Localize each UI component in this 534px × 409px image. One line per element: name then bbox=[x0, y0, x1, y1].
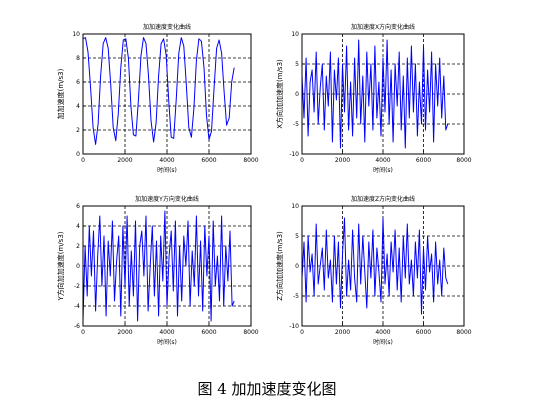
y-axis-label: 加加速度(m/s3) bbox=[56, 68, 65, 119]
series-line bbox=[82, 210, 235, 322]
x-tick-label: 6000 bbox=[201, 157, 216, 164]
x-tick-label: 2000 bbox=[117, 329, 132, 336]
y-tick-label: 5 bbox=[295, 233, 299, 240]
x-tick-label: 4000 bbox=[159, 157, 174, 164]
x-axis-label: 时间(s) bbox=[157, 338, 177, 346]
y-tick-label: -6 bbox=[74, 323, 80, 330]
y-tick-label: -5 bbox=[293, 293, 299, 300]
y-tick-label: 5 bbox=[295, 61, 299, 68]
chart-title: 加加速度X方向变化曲线 bbox=[351, 23, 415, 31]
series-line bbox=[301, 39, 449, 149]
x-axis-label: 时间(s) bbox=[373, 338, 393, 346]
y-tick-label: 4 bbox=[76, 103, 80, 110]
x-tick-label: 4000 bbox=[375, 329, 390, 336]
y-tick-label: 10 bbox=[72, 31, 80, 38]
chart-2: 0 2000 4000 6000 8000 -10 -5 0 5 10 加加速度X方向变化曲线时间(… bbox=[275, 23, 472, 174]
y-tick-label: 10 bbox=[291, 31, 299, 38]
y-tick-label: 2 bbox=[76, 243, 80, 250]
y-tick-label: 0 bbox=[76, 151, 80, 158]
y-tick-label: 6 bbox=[76, 203, 80, 210]
x-axis-label: 时间(s) bbox=[373, 166, 393, 174]
series-line bbox=[301, 217, 449, 315]
y-tick-label: -2 bbox=[74, 283, 80, 290]
x-tick-label: 2000 bbox=[335, 157, 350, 164]
x-tick-label: 8000 bbox=[243, 157, 258, 164]
y-tick-label: 0 bbox=[295, 91, 299, 98]
y-tick-label: -10 bbox=[289, 151, 299, 158]
chart-title: 加加速度变化曲线 bbox=[143, 23, 191, 31]
x-axis-label: 时间(s) bbox=[157, 166, 177, 174]
chart-4: 0 2000 4000 6000 8000 -10 -5 0 5 10 加加速度Z方向变化曲线时间(… bbox=[275, 195, 472, 346]
x-tick-label: 0 bbox=[81, 329, 85, 336]
y-tick-label: -4 bbox=[74, 303, 80, 310]
chart-title: 加加速度Y方向变化曲线 bbox=[135, 195, 199, 203]
x-tick-label: 8000 bbox=[243, 329, 258, 336]
chart-3: 0 2000 4000 6000 8000 -6 -4 -2 0 2 4 6 加加速度Y方向变化曲线时间… bbox=[56, 195, 259, 346]
y-tick-label: 10 bbox=[291, 203, 299, 210]
x-tick-label: 6000 bbox=[416, 157, 431, 164]
y-axis-label: Z方向加加速度(m/s3) bbox=[275, 231, 284, 301]
x-tick-label: 6000 bbox=[416, 329, 431, 336]
y-axis-label: Y方向加加速度(m/s3) bbox=[56, 231, 65, 301]
x-tick-label: 0 bbox=[300, 329, 304, 336]
x-tick-label: 0 bbox=[300, 157, 304, 164]
x-tick-label: 8000 bbox=[456, 329, 471, 336]
x-tick-label: 2000 bbox=[117, 157, 132, 164]
figure-caption: 图 4 加加速度变化图 bbox=[197, 380, 337, 398]
series-line bbox=[82, 37, 235, 145]
y-tick-label: 0 bbox=[76, 263, 80, 270]
x-tick-label: 8000 bbox=[456, 157, 471, 164]
y-tick-label: 4 bbox=[76, 223, 80, 230]
y-axis-label: X方向加加速度(m/s3) bbox=[275, 59, 284, 129]
chart-title: 加加速度Z方向变化曲线 bbox=[351, 195, 415, 203]
x-tick-label: 0 bbox=[81, 157, 85, 164]
x-tick-label: 4000 bbox=[375, 157, 390, 164]
x-tick-label: 2000 bbox=[335, 329, 350, 336]
x-tick-label: 4000 bbox=[159, 329, 174, 336]
y-tick-label: 8 bbox=[76, 55, 80, 62]
x-tick-label: 6000 bbox=[201, 329, 216, 336]
y-tick-label: 2 bbox=[76, 127, 80, 134]
y-tick-label: 6 bbox=[76, 79, 80, 86]
y-tick-label: -10 bbox=[289, 323, 299, 330]
y-tick-label: -5 bbox=[293, 121, 299, 128]
y-tick-label: 0 bbox=[295, 263, 299, 270]
